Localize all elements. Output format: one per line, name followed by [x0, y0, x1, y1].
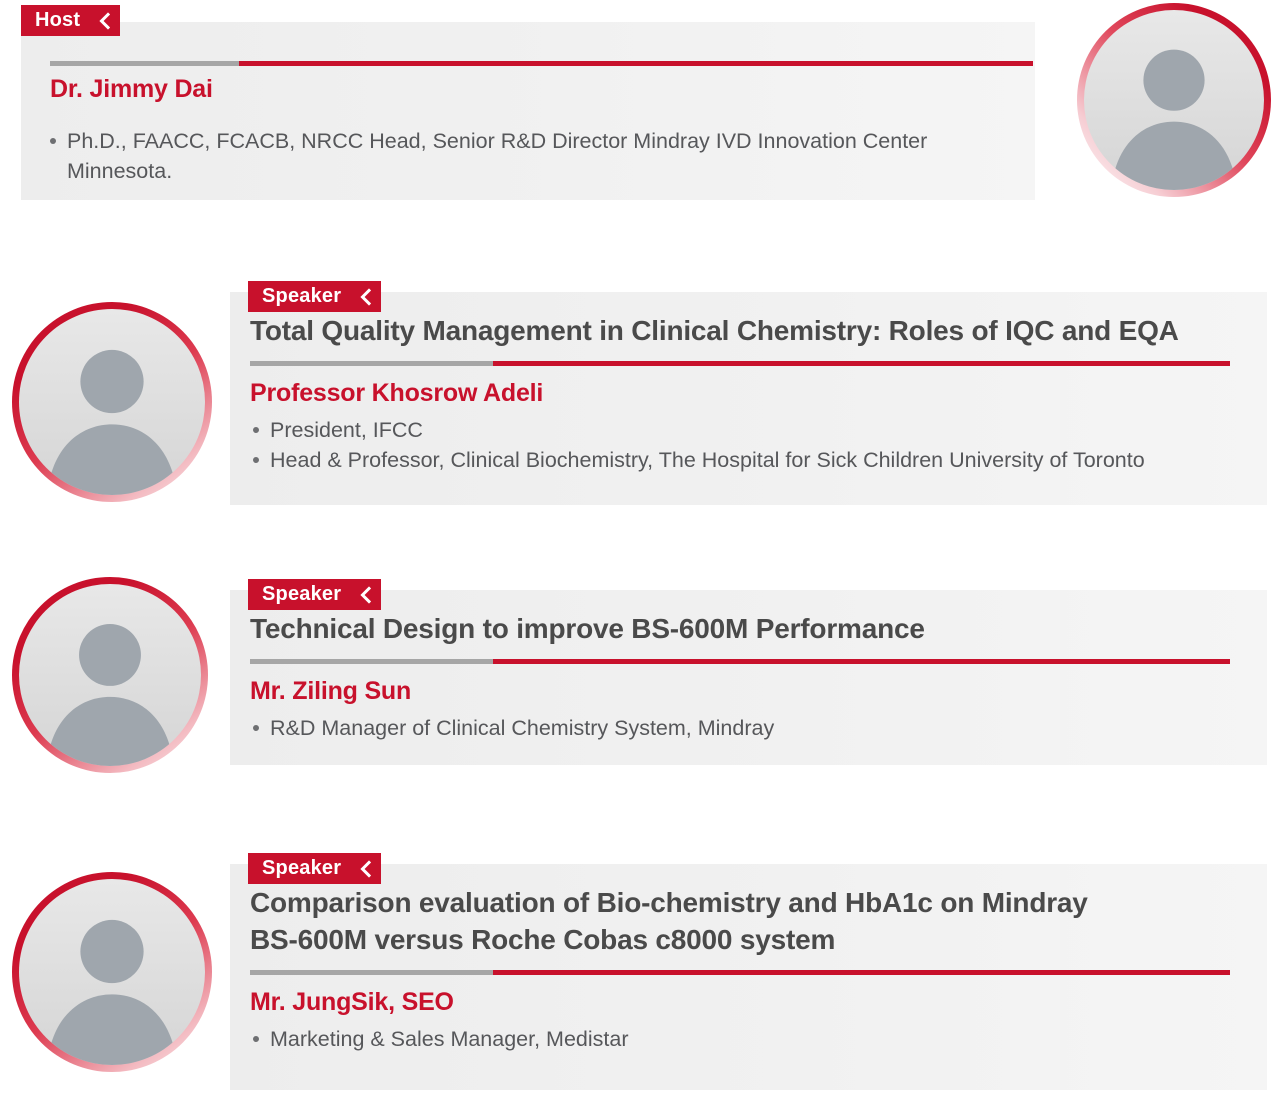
talk-title-line: BS-600M versus Roche Cobas c8000 system: [250, 924, 836, 955]
credential-item: Marketing & Sales Manager, Medistar: [250, 1024, 1150, 1054]
chevron-left-icon: [99, 12, 111, 29]
talk-title-line: Technical Design to improve BS-600M Perf…: [250, 613, 925, 644]
speaker-section-2: Speaker Technical Design to improve BS-6…: [230, 579, 1267, 765]
host-badge: Host: [21, 5, 121, 36]
section-divider: [250, 659, 1230, 664]
section-divider: [250, 970, 1230, 975]
host-badge-label: Host: [35, 9, 81, 31]
speaker-name: Mr. Ziling Sun: [250, 677, 412, 705]
divider-red-segment: [239, 61, 1033, 66]
speaker-name: Professor Khosrow Adeli: [250, 379, 544, 407]
chevron-left-icon: [360, 860, 372, 877]
speaker-name: Mr. JungSik, SEO: [250, 988, 454, 1016]
host-divider: [50, 61, 1033, 66]
person-silhouette-icon: [46, 919, 178, 1065]
person-silhouette-icon: [1111, 49, 1237, 190]
credential-item: Head & Professor, Clinical Biochemistry,…: [250, 445, 1150, 475]
talk-title: Technical Design to improve BS-600M Perf…: [250, 610, 1239, 647]
talk-title: Comparison evaluation of Bio-chemistry a…: [250, 884, 1239, 958]
speaker-photo-2: [12, 577, 208, 773]
speaker-photo-image: [19, 879, 205, 1065]
speaker-badge-label: Speaker: [262, 857, 342, 879]
divider-red-segment: [493, 659, 1230, 664]
person-silhouette-icon: [46, 349, 178, 495]
speaker-section-1: Speaker Total Quality Management in Clin…: [230, 281, 1267, 505]
host-photo: [1077, 3, 1271, 197]
host-photo-image: [1084, 10, 1264, 190]
talk-title-line: Comparison evaluation of Bio-chemistry a…: [250, 887, 1088, 918]
chevron-left-icon: [360, 288, 372, 305]
divider-gray-segment: [250, 970, 493, 975]
person-silhouette-icon: [46, 624, 174, 766]
speaker-photo-3: [12, 872, 212, 1072]
credential-item: R&D Manager of Clinical Chemistry System…: [250, 713, 1150, 743]
talk-title: Total Quality Management in Clinical Che…: [250, 312, 1239, 349]
divider-gray-segment: [50, 61, 239, 66]
speaker-photo-image: [19, 584, 201, 766]
speaker-badge-label: Speaker: [262, 285, 342, 307]
divider-red-segment: [493, 361, 1230, 366]
speaker-badge: Speaker: [248, 579, 382, 610]
divider-red-segment: [493, 970, 1230, 975]
host-credentials-list: Ph.D., FAACC, FCACB, NRCC Head, Senior R…: [47, 126, 952, 186]
credential-item: Ph.D., FAACC, FCACB, NRCC Head, Senior R…: [47, 126, 947, 186]
speaker-section-3: Speaker Comparison evaluation of Bio-che…: [230, 853, 1267, 1090]
speaker-credentials-list: R&D Manager of Clinical Chemistry System…: [250, 713, 1239, 743]
speaker-badge: Speaker: [248, 853, 382, 884]
divider-gray-segment: [250, 361, 493, 366]
speaker-badge-label: Speaker: [262, 583, 342, 605]
speaker-photo-image: [19, 309, 205, 495]
section-divider: [250, 361, 1230, 366]
speaker-photo-1: [12, 302, 212, 502]
speaker-credentials-list: President, IFCC Head & Professor, Clinic…: [250, 415, 1239, 475]
speaker-badge: Speaker: [248, 281, 382, 312]
host-name: Dr. Jimmy Dai: [50, 75, 213, 103]
talk-title-line: Total Quality Management in Clinical Che…: [250, 315, 1179, 346]
divider-gray-segment: [250, 659, 493, 664]
credential-item: President, IFCC: [250, 415, 1150, 445]
host-section: Host Dr. Jimmy Dai Ph.D., FAACC, FCACB, …: [21, 5, 1035, 200]
speaker-credentials-list: Marketing & Sales Manager, Medistar: [250, 1024, 1239, 1054]
chevron-left-icon: [360, 586, 372, 603]
